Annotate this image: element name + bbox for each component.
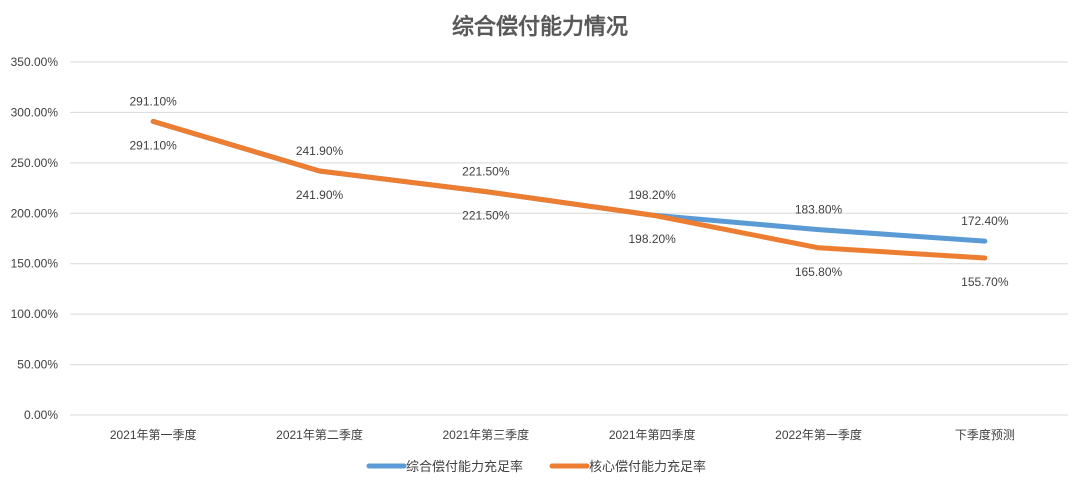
series-line-comprehensive (150, 118, 988, 244)
data-label-comprehensive: 198.20% (628, 188, 676, 202)
y-tick-label: 0.00% (24, 408, 58, 422)
y-tick-label: 50.00% (17, 358, 58, 372)
data-label-comprehensive: 221.50% (462, 165, 510, 179)
data-label-core: 198.20% (628, 232, 676, 246)
data-label-comprehensive: 241.90% (296, 144, 344, 158)
data-label-core: 291.10% (129, 138, 177, 152)
data-label-core: 165.80% (795, 265, 843, 279)
series-line-core (150, 118, 988, 261)
y-tick-label: 150.00% (11, 257, 59, 271)
data-label-comprehensive: 172.40% (961, 214, 1009, 228)
x-tick-label: 2021年第一季度 (110, 427, 197, 442)
x-tick-label: 2021年第四季度 (609, 427, 696, 442)
y-tick-label: 100.00% (11, 307, 59, 321)
y-tick-label: 350.00% (11, 55, 59, 69)
data-label-core: 241.90% (296, 188, 344, 202)
legend-label-core: 核心偿付能力充足率 (589, 459, 706, 475)
x-tick-label: 下季度预测 (955, 427, 1015, 442)
legend-label-comprehensive: 综合偿付能力充足率 (406, 459, 523, 475)
gridlines (70, 61, 1068, 416)
data-label-core: 155.70% (961, 275, 1009, 289)
data-label-core: 221.50% (462, 209, 510, 223)
y-tick-label: 300.00% (11, 105, 59, 119)
x-axis-ticks: 2021年第一季度 2021年第二季度 2021年第三季度 2021年第四季度 2022… (110, 427, 1015, 442)
y-axis-ticks: 0.00% 50.00% 100.00% 150.00% 200.00% 250.00% 3… (11, 55, 59, 422)
data-labels: 291.10% 241.90% 221.50% 198.20% 183.80% 172.4… (129, 94, 1008, 289)
data-label-comprehensive: 183.80% (795, 203, 843, 217)
y-tick-label: 250.00% (11, 156, 59, 170)
series-lines (150, 118, 988, 261)
x-tick-label: 2021年第三季度 (442, 427, 529, 442)
y-tick-label: 200.00% (11, 206, 59, 220)
chart-title: 综合偿付能力情况 (452, 14, 628, 40)
x-tick-label: 2022年第一季度 (775, 427, 862, 442)
legend: 综合偿付能力充足率 核心偿付能力充足率 (366, 459, 706, 475)
x-tick-label: 2021年第二季度 (276, 427, 363, 442)
data-label-comprehensive: 291.10% (129, 94, 177, 108)
